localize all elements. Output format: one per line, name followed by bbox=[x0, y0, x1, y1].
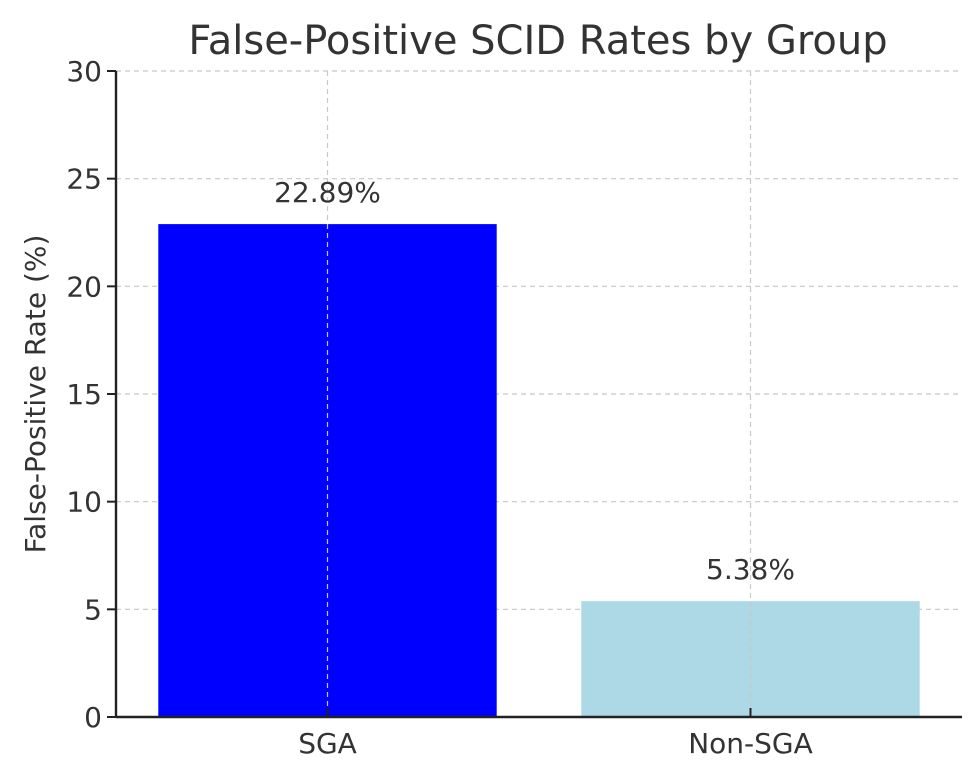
y-axis-label: False-Positive Rate (%) bbox=[19, 235, 52, 554]
y-tick-label: 0 bbox=[84, 701, 102, 734]
data-label-sga: 22.89% bbox=[274, 176, 381, 209]
bars bbox=[158, 224, 920, 718]
axes bbox=[107, 70, 962, 719]
y-tick-label: 5 bbox=[84, 593, 102, 626]
x-tick-label: Non-SGA bbox=[688, 727, 813, 760]
y-tick-label: 25 bbox=[66, 163, 102, 196]
y-tick-label: 10 bbox=[66, 486, 102, 519]
labels: 0 5 10 15 20 25 30 SGA Non-SGA 22.89% 5.38% bbox=[66, 55, 812, 760]
y-tick-label: 30 bbox=[66, 55, 102, 88]
y-tick-label: 15 bbox=[66, 378, 102, 411]
x-tick-label: SGA bbox=[298, 727, 357, 760]
data-label-non-sga: 5.38% bbox=[706, 553, 795, 586]
chart-title: False-Positive SCID Rates by Group bbox=[188, 18, 887, 64]
y-tick-label: 20 bbox=[66, 270, 102, 303]
